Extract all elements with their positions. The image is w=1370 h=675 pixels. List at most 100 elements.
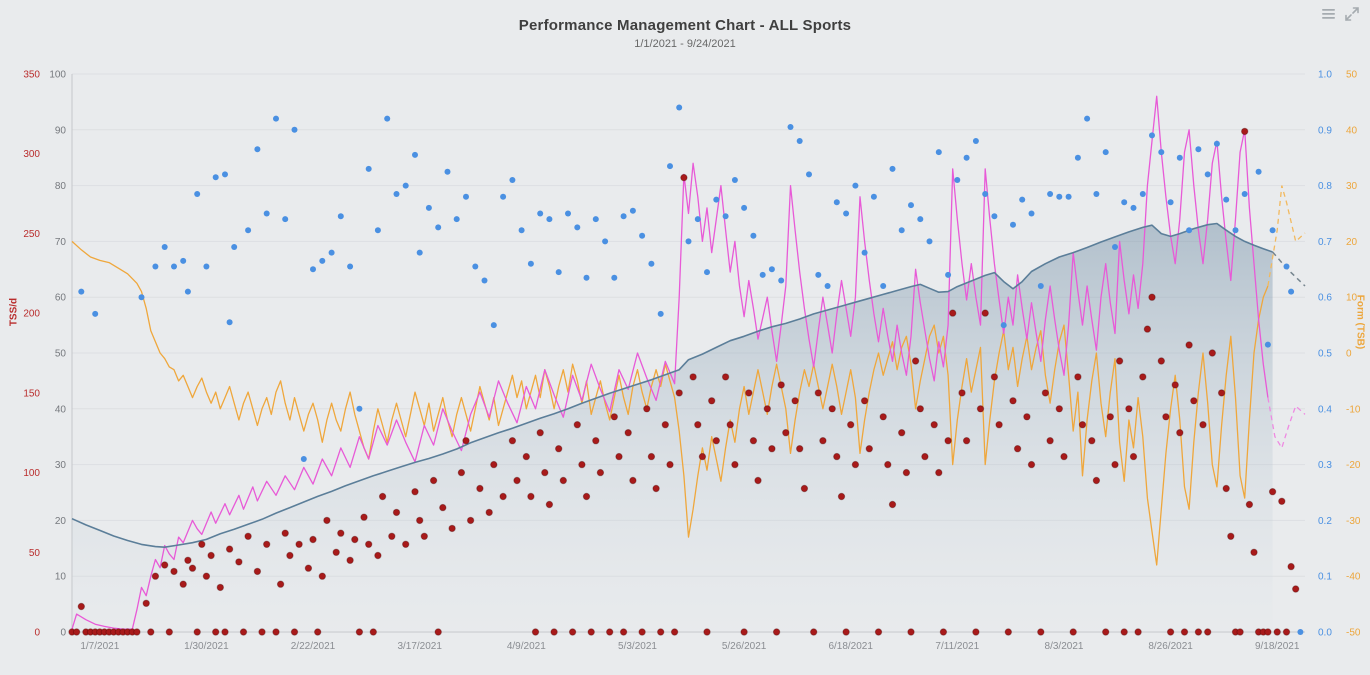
intensity-dot[interactable] bbox=[1149, 132, 1155, 139]
intensity-dot[interactable] bbox=[963, 154, 970, 161]
tss-dot[interactable] bbox=[295, 540, 303, 548]
tss-dot[interactable] bbox=[1204, 628, 1212, 636]
intensity-dot[interactable] bbox=[722, 213, 729, 220]
tss-dot[interactable] bbox=[972, 628, 980, 636]
tss-dot[interactable] bbox=[657, 628, 665, 636]
intensity-dot[interactable] bbox=[611, 274, 618, 281]
intensity-dot[interactable] bbox=[954, 177, 961, 183]
tss-dot[interactable] bbox=[536, 429, 544, 437]
intensity-dot[interactable] bbox=[1297, 629, 1304, 635]
tss-dot[interactable] bbox=[796, 445, 804, 453]
tss-dot[interactable] bbox=[652, 484, 660, 493]
tss-dot[interactable] bbox=[402, 540, 410, 548]
tss-dot[interactable] bbox=[638, 628, 646, 636]
intensity-dot[interactable] bbox=[657, 310, 664, 317]
intensity-dot[interactable] bbox=[291, 126, 298, 133]
intensity-dot[interactable] bbox=[639, 232, 646, 239]
tss-dot[interactable] bbox=[763, 405, 771, 413]
tss-dot[interactable] bbox=[1120, 628, 1128, 636]
intensity-dot[interactable] bbox=[347, 263, 354, 270]
tss-dot[interactable] bbox=[833, 452, 841, 461]
tss-dot[interactable] bbox=[647, 452, 656, 461]
tss-dot[interactable] bbox=[643, 405, 651, 413]
intensity-dot[interactable] bbox=[490, 322, 497, 329]
intensity-dot[interactable] bbox=[778, 277, 785, 284]
intensity-dot[interactable] bbox=[1019, 196, 1026, 203]
intensity-dot[interactable] bbox=[1213, 140, 1220, 147]
intensity-dot[interactable] bbox=[537, 210, 544, 217]
intensity-dot[interactable] bbox=[982, 191, 989, 197]
tss-dot[interactable] bbox=[527, 492, 535, 501]
tss-dot[interactable] bbox=[434, 628, 442, 636]
tss-dot[interactable] bbox=[1190, 397, 1198, 405]
tss-dot[interactable] bbox=[550, 628, 558, 636]
intensity-dot[interactable] bbox=[226, 319, 233, 326]
tss-dot[interactable] bbox=[772, 628, 781, 636]
tss-dot[interactable] bbox=[1208, 349, 1217, 357]
intensity-dot[interactable] bbox=[704, 269, 710, 276]
tss-dot[interactable] bbox=[1092, 476, 1101, 485]
tss-dot[interactable] bbox=[365, 540, 373, 548]
tss-dot[interactable] bbox=[624, 429, 632, 437]
intensity-dot[interactable] bbox=[180, 257, 187, 264]
intensity-dot[interactable] bbox=[741, 204, 748, 211]
intensity-dot[interactable] bbox=[1223, 196, 1230, 203]
tss-dot[interactable] bbox=[819, 437, 827, 445]
tss-dot[interactable] bbox=[147, 628, 155, 636]
tss-dot[interactable] bbox=[1157, 357, 1166, 365]
intensity-dot[interactable] bbox=[972, 138, 979, 144]
intensity-dot[interactable] bbox=[1158, 149, 1165, 156]
tss-dot[interactable] bbox=[499, 492, 507, 501]
intensity-dot[interactable] bbox=[713, 196, 720, 203]
tss-dot[interactable] bbox=[355, 628, 364, 636]
tss-dot[interactable] bbox=[286, 551, 294, 560]
tss-dot[interactable] bbox=[346, 556, 354, 564]
tss-dot[interactable] bbox=[184, 556, 192, 564]
intensity-dot[interactable] bbox=[833, 199, 840, 206]
tss-dot[interactable] bbox=[1134, 628, 1142, 636]
tss-dot[interactable] bbox=[740, 628, 748, 636]
tss-dot[interactable] bbox=[592, 437, 600, 445]
tss-dot[interactable] bbox=[439, 503, 447, 512]
tss-dot[interactable] bbox=[378, 492, 387, 501]
tss-dot[interactable] bbox=[429, 476, 438, 485]
tss-dot[interactable] bbox=[1060, 452, 1068, 461]
tss-dot[interactable] bbox=[1241, 127, 1249, 136]
tss-dot[interactable] bbox=[1139, 373, 1147, 381]
tss-dot[interactable] bbox=[976, 405, 985, 413]
tss-dot[interactable] bbox=[216, 583, 225, 592]
tss-dot[interactable] bbox=[1166, 628, 1175, 636]
intensity-dot[interactable] bbox=[1028, 210, 1035, 217]
tss-dot[interactable] bbox=[559, 476, 567, 485]
tss-dot[interactable] bbox=[235, 558, 243, 566]
tss-dot[interactable] bbox=[272, 628, 280, 636]
intensity-dot[interactable] bbox=[750, 232, 757, 239]
tss-dot[interactable] bbox=[281, 529, 289, 537]
tss-dot[interactable] bbox=[1268, 488, 1277, 496]
tss-dot[interactable] bbox=[360, 513, 368, 521]
intensity-dot[interactable] bbox=[78, 288, 85, 295]
intensity-dot[interactable] bbox=[444, 168, 451, 175]
intensity-dot[interactable] bbox=[592, 216, 599, 223]
tss-dot[interactable] bbox=[1125, 405, 1133, 413]
tss-dot[interactable] bbox=[1055, 405, 1064, 413]
intensity-dot[interactable] bbox=[161, 244, 168, 250]
intensity-dot[interactable] bbox=[861, 249, 868, 256]
tss-dot[interactable] bbox=[545, 500, 554, 509]
tss-dot[interactable] bbox=[629, 476, 637, 485]
intensity-dot[interactable] bbox=[212, 174, 219, 181]
tss-dot[interactable] bbox=[1222, 484, 1230, 493]
intensity-dot[interactable] bbox=[620, 213, 627, 220]
tss-dot[interactable] bbox=[582, 492, 591, 501]
tss-dot[interactable] bbox=[1013, 445, 1022, 453]
tss-dot[interactable] bbox=[188, 564, 197, 572]
tss-dot[interactable] bbox=[165, 628, 174, 636]
intensity-dot[interactable] bbox=[384, 115, 391, 122]
intensity-dot[interactable] bbox=[889, 165, 896, 172]
tss-dot[interactable] bbox=[1264, 628, 1272, 636]
intensity-dot[interactable] bbox=[245, 227, 252, 234]
intensity-dot[interactable] bbox=[1037, 283, 1044, 289]
tss-dot[interactable] bbox=[462, 437, 470, 445]
intensity-dot[interactable] bbox=[574, 224, 581, 231]
intensity-dot[interactable] bbox=[1010, 221, 1016, 228]
